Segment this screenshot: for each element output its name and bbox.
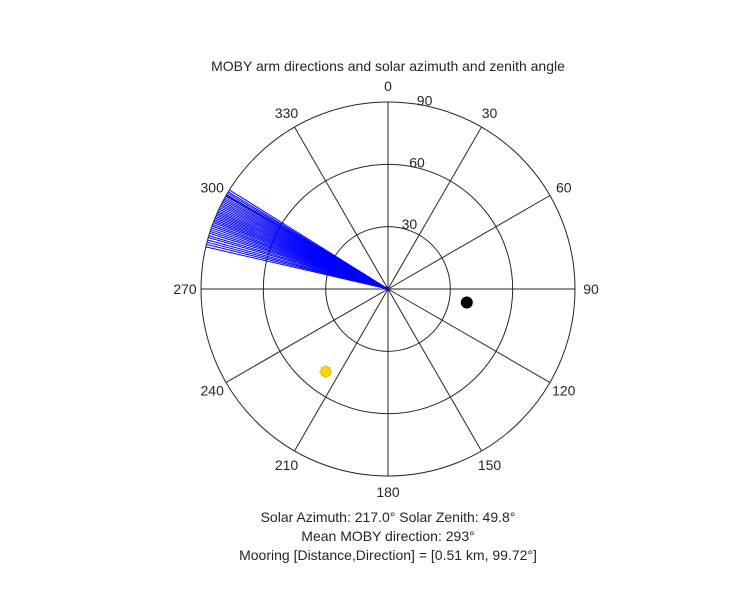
angle-tick-label: 0 xyxy=(384,78,392,94)
radial-tick-label: 90 xyxy=(417,92,433,108)
spoke-60 xyxy=(387,195,551,290)
moby-arm-line xyxy=(229,189,389,290)
spoke-210 xyxy=(294,288,389,452)
angle-tick-label: 120 xyxy=(552,383,576,399)
angle-tick-label: 30 xyxy=(482,105,498,121)
angle-tick-label: 300 xyxy=(201,180,225,196)
spoke-330 xyxy=(294,126,389,290)
solar-info-text: Solar Azimuth: 217.0° Solar Zenith: 49.8… xyxy=(261,509,516,525)
markers xyxy=(319,296,473,379)
angle-tick-label: 270 xyxy=(173,281,197,297)
angular-tick-labels: 0 30 60 90 120 150 180 210 240 270 300 330 xyxy=(173,78,599,500)
chart-title: MOBY arm directions and solar azimuth an… xyxy=(211,58,565,74)
angle-tick-label: 210 xyxy=(275,457,299,473)
angle-tick-label: 150 xyxy=(478,457,502,473)
angle-tick-label: 240 xyxy=(201,383,225,399)
angle-tick-label: 180 xyxy=(376,484,400,500)
mooring-info-text: Mooring [Distance,Direction] = [0.51 km,… xyxy=(239,547,537,563)
moby-arm-lines xyxy=(205,189,389,290)
radial-tick-label: 30 xyxy=(402,216,418,232)
radial-tick-label: 60 xyxy=(409,154,425,170)
spoke-150 xyxy=(387,288,482,452)
radial-tick-labels: 30 60 90 xyxy=(402,92,433,232)
polar-grid xyxy=(200,101,576,477)
angle-tick-label: 90 xyxy=(583,281,599,297)
sun-marker xyxy=(319,365,333,379)
mean-moby-direction-text: Mean MOBY direction: 293° xyxy=(301,528,474,544)
mooring-marker xyxy=(460,296,473,309)
spoke-240 xyxy=(225,288,389,383)
spoke-120 xyxy=(387,288,551,383)
angle-tick-label: 330 xyxy=(275,105,299,121)
sun-disc xyxy=(320,366,332,378)
spoke-30 xyxy=(387,126,482,290)
angle-tick-label: 60 xyxy=(556,180,572,196)
